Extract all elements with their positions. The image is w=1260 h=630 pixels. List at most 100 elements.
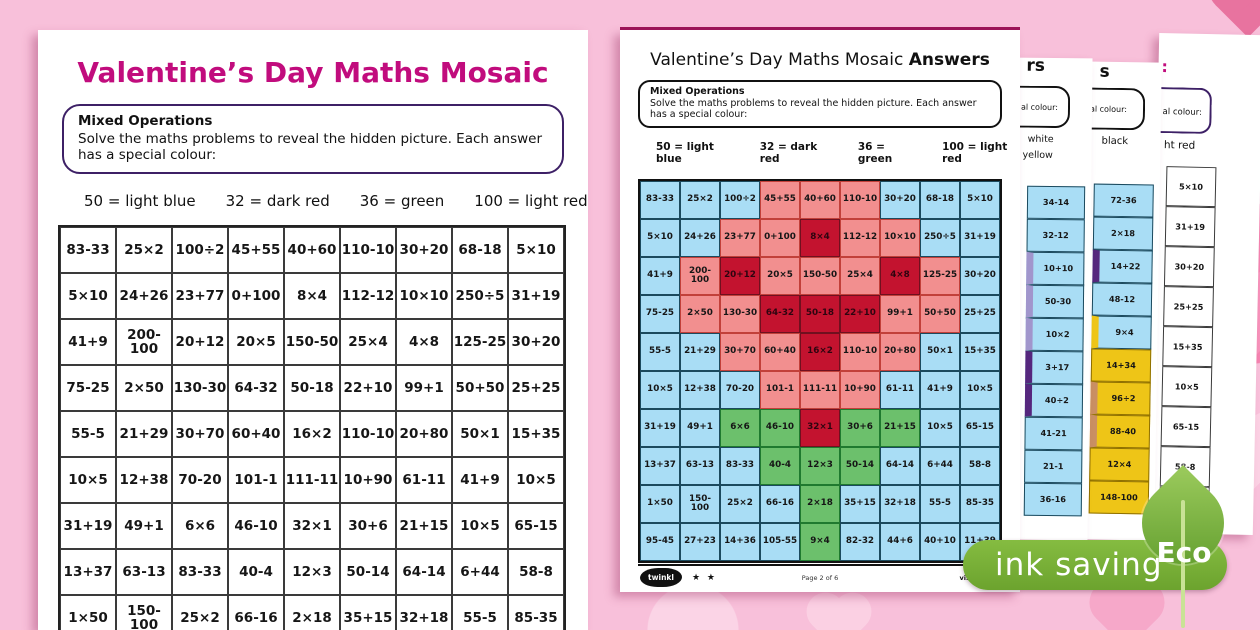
grid-cell: 68-18 (920, 181, 960, 219)
difficulty-stars: ★ ★ (692, 573, 717, 583)
colour-key-item: 36 = green (359, 192, 445, 210)
instructions-text: Solve the maths problems to reveal the h… (78, 131, 543, 163)
grid-cell: 21+29 (680, 333, 720, 371)
colour-key-item: 36 = green (857, 141, 893, 165)
grid-cell: 13+37 (60, 549, 116, 595)
key-fragment: yellow (1022, 149, 1053, 162)
colour-key-item: 50 = light blue (656, 141, 714, 165)
grid-cell: 40+60 (800, 181, 840, 219)
grid-cell: 85-35 (508, 595, 564, 630)
grid-cell: 150-50 (284, 319, 340, 365)
grid-cell: 31+19 (1164, 206, 1216, 248)
grid-cell: 21-1 (1024, 449, 1083, 484)
grid-cell: 50-18 (800, 295, 840, 333)
grid-cell: 2×50 (116, 365, 172, 411)
grid-cell: 31+19 (640, 409, 680, 447)
grid-cell: 8×4 (284, 273, 340, 319)
grid-cell: 60+40 (228, 411, 284, 457)
stacked-answers-page: s al colour: black 72-36 2×18 14+22 48-12 9×… (1080, 61, 1162, 541)
title-fragment: : (1161, 57, 1169, 77)
grid-cell: 40-4 (228, 549, 284, 595)
grid-cell: 2×18 (800, 485, 840, 523)
grid-cell: 45+55 (760, 181, 800, 219)
grid-cell: 35+15 (340, 595, 396, 630)
grid-cell: 31+19 (508, 273, 564, 319)
grid-cell: 40÷2 (1024, 383, 1084, 418)
grid-cell: 99+1 (880, 295, 920, 333)
grid-cell: 4×8 (396, 319, 452, 365)
grid-cell: 40+60 (284, 227, 340, 273)
key-fragment: black (1101, 135, 1129, 148)
grid-cell: 200-100 (116, 319, 172, 365)
grid-cell: 58-8 (508, 549, 564, 595)
grid-cell: 5×10 (960, 181, 1000, 219)
grid-cell: 34-14 (1026, 185, 1086, 220)
grid-cell: 46-10 (760, 409, 800, 447)
grid-cell: 12×3 (800, 447, 840, 485)
grid-cell: 10+10 (1026, 251, 1085, 286)
page-title: Valentine’s Day Maths Mosaic Answers (650, 50, 990, 70)
grid-cell: 72-36 (1093, 183, 1154, 218)
grid-cell: 64-14 (396, 549, 452, 595)
answers-label: Answers (908, 50, 990, 70)
grid-cell: 10×5 (640, 371, 680, 409)
instructions-text-fragment: al colour: (1089, 104, 1128, 115)
title-fragment: rs (1026, 57, 1046, 76)
grid-cell: 20+80 (396, 411, 452, 457)
grid-cell: 50-30 (1025, 284, 1085, 319)
grid-cell: 30+20 (508, 319, 564, 365)
grid-cell: 83-33 (640, 181, 680, 219)
maths-grid: 83-33 25×2 100÷2 45+55 40+60 110-10 30+20 68-18… (58, 225, 566, 630)
grid-cell: 24+26 (680, 219, 720, 257)
grid-cell: 100÷2 (720, 181, 760, 219)
grid-cell: 70-20 (720, 371, 760, 409)
answers-grid: 83-33 25×2 100÷2 45+55 40+60 110-10 30+20 68-18… (638, 179, 1002, 563)
grid-cell: 99+1 (396, 365, 452, 411)
answers-page: Valentine’s Day Maths Mosaic Answers Mix… (620, 30, 1020, 592)
grid-cell: 36-16 (1023, 482, 1083, 517)
grid-cell: 32+18 (396, 595, 452, 630)
grid-cell: 148-100 (1088, 480, 1150, 515)
key-fragment: white (1027, 133, 1054, 146)
grid-cell: 2×18 (284, 595, 340, 630)
grid-cell: 41+9 (920, 371, 960, 409)
grid-cell: 12×3 (284, 549, 340, 595)
heart-decoration (1095, 586, 1159, 630)
grid-cell: 8×4 (800, 219, 840, 257)
grid-cell: 24+26 (116, 273, 172, 319)
grid-cell: 101-1 (760, 371, 800, 409)
grid-cell: 75-25 (60, 365, 116, 411)
grid-cell: 83-33 (172, 549, 228, 595)
grid-cell: 5×10 (1165, 166, 1217, 208)
leaf-stem (1181, 500, 1185, 628)
grid-cell: 41+9 (452, 457, 508, 503)
grid-cell: 68-18 (452, 227, 508, 273)
grid-cell: 61-11 (880, 371, 920, 409)
grid-cell: 83-33 (720, 447, 760, 485)
grid-cell: 66-16 (760, 485, 800, 523)
grid-cell: 10×10 (396, 273, 452, 319)
grid-cell: 125-25 (452, 319, 508, 365)
instructions-text-fragment: al colour: (1162, 107, 1202, 118)
grid-cell: 50+50 (452, 365, 508, 411)
colour-key-item: 32 = dark red (225, 192, 330, 210)
grid-cell: 200-100 (680, 257, 720, 295)
heart-decoration (812, 598, 866, 630)
grid-cell: 65-15 (508, 503, 564, 549)
grid-cell: 101-1 (228, 457, 284, 503)
grid-cell: 12+38 (116, 457, 172, 503)
grid-cell: 22+10 (340, 365, 396, 411)
grid-cell: 30+20 (1163, 246, 1215, 288)
grid-cell: 50-14 (840, 447, 880, 485)
instructions-text-fragment: al colour: (1020, 102, 1059, 113)
grid-cell: 35+15 (840, 485, 880, 523)
grid-cell: 21+29 (116, 411, 172, 457)
stacked-worksheet-page: : al colour: ht red 5×10 31+19 30+20 25+25 1… (1148, 32, 1260, 536)
grid-cell: 112-12 (340, 273, 396, 319)
grid-cell: 10×5 (920, 409, 960, 447)
grid-cell: 25×2 (172, 595, 228, 630)
grid-cell: 30+20 (880, 181, 920, 219)
grid-cell: 6+44 (452, 549, 508, 595)
grid-cell: 12+38 (680, 371, 720, 409)
